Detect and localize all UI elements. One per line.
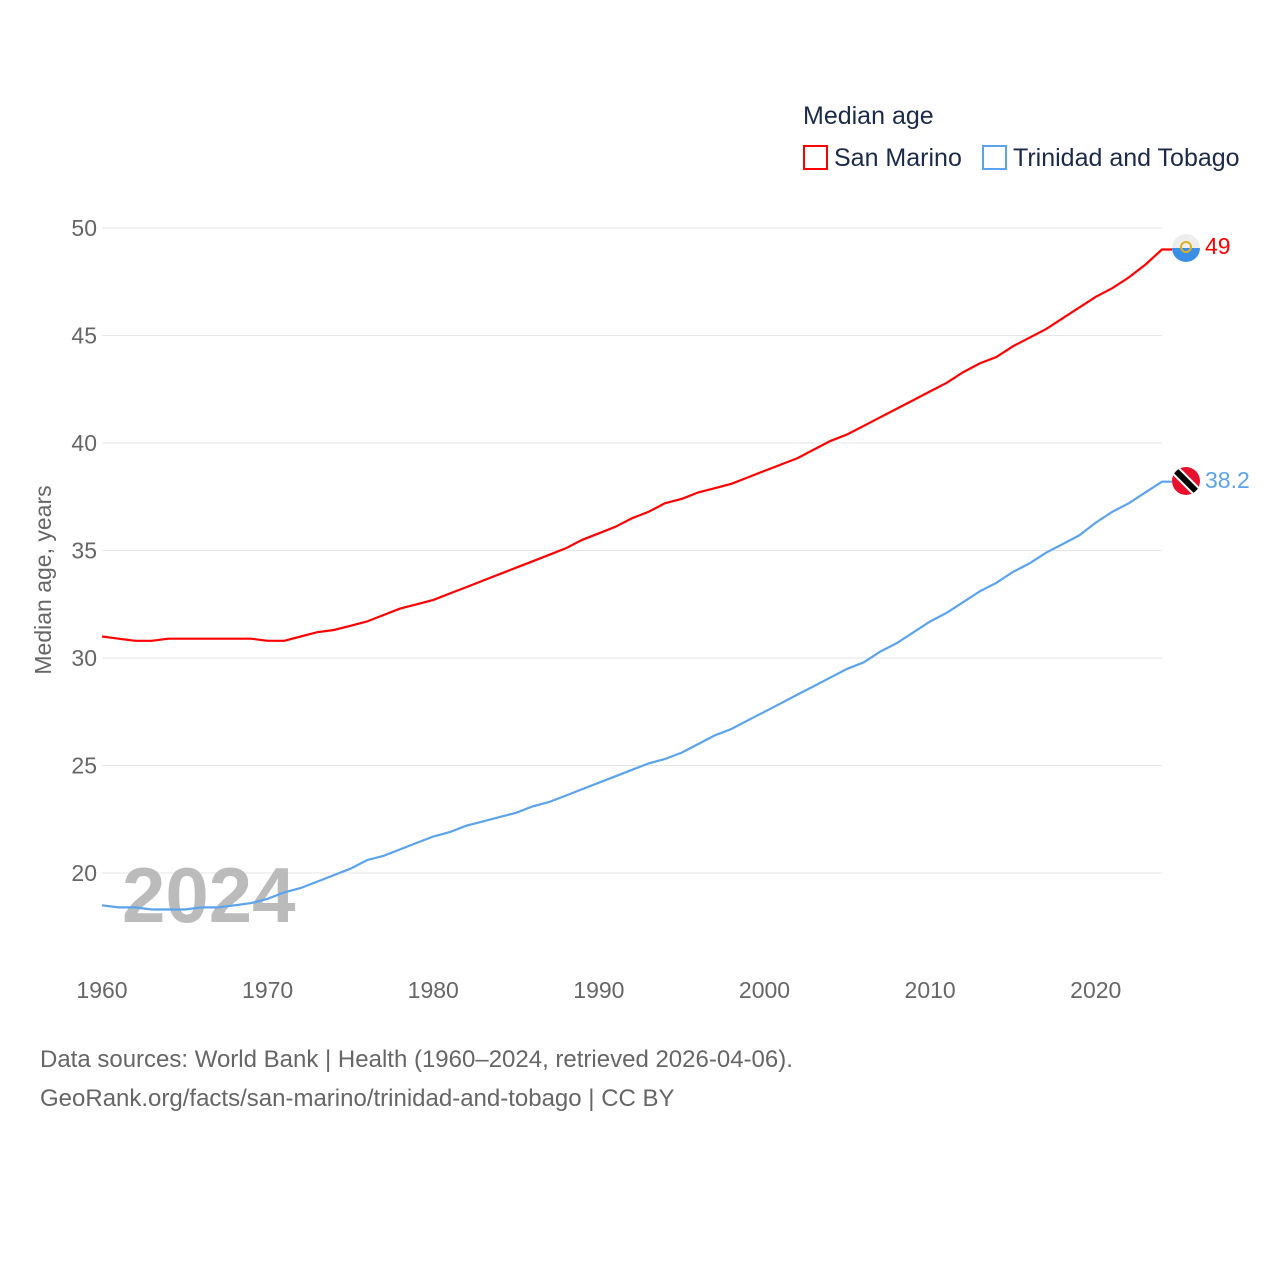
- san-marino-flag-icon: [1172, 234, 1200, 262]
- legend-title: Median age: [803, 102, 934, 130]
- san-marino-line[interactable]: [101, 248, 1172, 642]
- x-tick-label: 2010: [905, 977, 956, 1003]
- end-label-trinidad: 38.2: [1205, 467, 1250, 493]
- y-tick-label: 30: [71, 645, 97, 671]
- watermark-year: 2024: [122, 851, 296, 939]
- y-tick-label: 20: [71, 860, 97, 886]
- x-tick-label: 1990: [573, 977, 624, 1003]
- y-tick-label: 50: [71, 215, 97, 241]
- footer-sources: Data sources: World Bank | Health (1960–…: [40, 1046, 793, 1073]
- trinidad-and-tobago-line[interactable]: [101, 480, 1172, 911]
- x-tick-label: 1980: [408, 977, 459, 1003]
- trinidad-flag-icon: [1172, 467, 1200, 495]
- legend-swatch-san-marino: [803, 145, 828, 170]
- legend-label-san-marino[interactable]: San Marino: [834, 144, 962, 172]
- end-label-san-marino: 49: [1205, 233, 1231, 259]
- x-tick-label: 2020: [1070, 977, 1121, 1003]
- legend-swatch-trinidad: [982, 145, 1007, 170]
- y-tick-label: 40: [71, 430, 97, 456]
- x-tick-label: 1960: [76, 977, 127, 1003]
- y-tick-label: 35: [71, 538, 97, 564]
- x-tick-label: 1970: [242, 977, 293, 1003]
- y-tick-label: 25: [71, 753, 97, 779]
- legend-label-trinidad[interactable]: Trinidad and Tobago: [1013, 144, 1240, 172]
- footer-link[interactable]: GeoRank.org/facts/san-marino/trinidad-an…: [40, 1085, 675, 1112]
- y-tick-label: 45: [71, 323, 97, 349]
- x-tick-label: 2000: [739, 977, 790, 1003]
- y-axis-label: Median age, years: [30, 485, 56, 674]
